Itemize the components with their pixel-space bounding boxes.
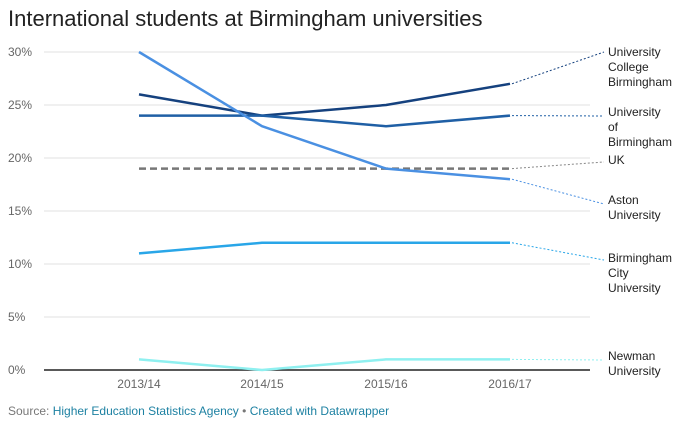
series-lines: [138, 50, 511, 372]
label-connector: [511, 358, 605, 361]
datawrapper-link[interactable]: Created with Datawrapper: [249, 404, 390, 418]
y-axis-ticks: 0% 5% 10% 15% 20% 25% 30%: [8, 45, 32, 377]
series-line: [138, 82, 511, 117]
x-axis-ticks: 2013/14 2014/15 2015/16 2016/17: [117, 377, 532, 391]
y-tick-label: 15%: [8, 204, 32, 218]
y-tick-label: 0%: [8, 363, 26, 377]
series-label: University College Birmingham: [608, 45, 672, 89]
y-tick-label: 25%: [8, 98, 32, 112]
label-connector: [511, 242, 605, 261]
series-line: [138, 50, 511, 181]
series-label: UK: [608, 153, 625, 167]
label-connector: [511, 178, 605, 205]
gridlines: [44, 51, 590, 371]
series-label: University of Birmingham: [608, 105, 672, 149]
series-line: [138, 358, 510, 372]
x-tick-label: 2016/17: [488, 377, 532, 391]
series-label: Newman University: [608, 349, 661, 378]
footer-separator: •: [242, 404, 247, 418]
series-labels: University College Birmingham University of B…: [608, 45, 672, 378]
chart-title: International students at Birmingham uni…: [8, 6, 483, 31]
x-tick-label: 2015/16: [364, 377, 408, 391]
source-prefix: Source:: [8, 404, 50, 418]
series-line: [139, 114, 511, 128]
x-tick-label: 2013/14: [117, 377, 161, 391]
label-connector: [511, 51, 605, 85]
y-tick-label: 30%: [8, 45, 32, 59]
y-tick-label: 20%: [8, 151, 32, 165]
label-connector: [511, 161, 605, 170]
series-label: Aston University: [608, 193, 661, 222]
x-tick-label: 2014/15: [240, 377, 284, 391]
series-line: [138, 241, 510, 255]
source-link[interactable]: Higher Education Statistics Agency: [52, 404, 239, 418]
y-tick-label: 10%: [8, 257, 32, 271]
label-connectors: [511, 51, 605, 361]
footer: Source: Higher Education Statistics Agen…: [8, 404, 389, 418]
series-label: Birmingham City University: [608, 251, 672, 295]
y-tick-label: 5%: [8, 310, 26, 324]
